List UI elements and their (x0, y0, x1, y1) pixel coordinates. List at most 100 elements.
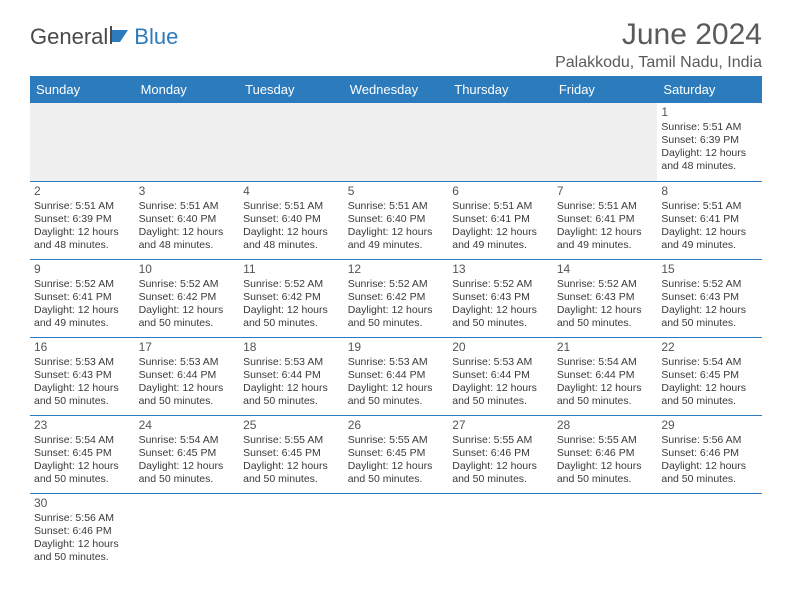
calendar-week: 23Sunrise: 5:54 AMSunset: 6:45 PMDayligh… (30, 415, 762, 493)
day-number: 21 (557, 340, 654, 355)
calendar-cell: 13Sunrise: 5:52 AMSunset: 6:43 PMDayligh… (448, 259, 553, 337)
day-daylight2: and 50 minutes. (348, 473, 445, 486)
calendar-cell: 15Sunrise: 5:52 AMSunset: 6:43 PMDayligh… (657, 259, 762, 337)
day-daylight1: Daylight: 12 hours (348, 460, 445, 473)
day-daylight2: and 49 minutes. (348, 239, 445, 252)
day-daylight2: and 48 minutes. (243, 239, 340, 252)
calendar-cell (344, 493, 449, 571)
dayname-row: Sunday Monday Tuesday Wednesday Thursday… (30, 76, 762, 103)
day-sunrise: Sunrise: 5:53 AM (243, 356, 340, 369)
day-daylight2: and 50 minutes. (452, 395, 549, 408)
day-daylight2: and 50 minutes. (557, 395, 654, 408)
calendar-cell: 22Sunrise: 5:54 AMSunset: 6:45 PMDayligh… (657, 337, 762, 415)
day-daylight2: and 50 minutes. (34, 395, 131, 408)
day-number: 10 (139, 262, 236, 277)
day-daylight2: and 50 minutes. (139, 473, 236, 486)
calendar-cell (448, 493, 553, 571)
logo-text-blue: Blue (134, 24, 178, 50)
calendar-cell: 30Sunrise: 5:56 AMSunset: 6:46 PMDayligh… (30, 493, 135, 571)
day-sunrise: Sunrise: 5:51 AM (661, 121, 758, 134)
day-sunrise: Sunrise: 5:52 AM (661, 278, 758, 291)
day-daylight1: Daylight: 12 hours (243, 382, 340, 395)
day-daylight2: and 49 minutes. (452, 239, 549, 252)
day-sunset: Sunset: 6:43 PM (557, 291, 654, 304)
day-sunrise: Sunrise: 5:56 AM (34, 512, 131, 525)
calendar-cell: 2Sunrise: 5:51 AMSunset: 6:39 PMDaylight… (30, 181, 135, 259)
day-daylight2: and 50 minutes. (557, 317, 654, 330)
day-daylight1: Daylight: 12 hours (34, 226, 131, 239)
day-sunrise: Sunrise: 5:54 AM (661, 356, 758, 369)
day-daylight2: and 50 minutes. (348, 317, 445, 330)
calendar-cell: 20Sunrise: 5:53 AMSunset: 6:44 PMDayligh… (448, 337, 553, 415)
day-number: 30 (34, 496, 131, 511)
day-sunset: Sunset: 6:46 PM (34, 525, 131, 538)
day-daylight1: Daylight: 12 hours (34, 538, 131, 551)
day-sunrise: Sunrise: 5:53 AM (34, 356, 131, 369)
dayname-thursday: Thursday (448, 76, 553, 103)
title-block: June 2024 Palakkodu, Tamil Nadu, India (555, 18, 762, 72)
day-daylight2: and 48 minutes. (34, 239, 131, 252)
calendar-cell (448, 103, 553, 181)
day-daylight2: and 49 minutes. (34, 317, 131, 330)
day-sunrise: Sunrise: 5:55 AM (243, 434, 340, 447)
day-daylight2: and 50 minutes. (452, 317, 549, 330)
day-sunrise: Sunrise: 5:56 AM (661, 434, 758, 447)
day-sunrise: Sunrise: 5:52 AM (34, 278, 131, 291)
day-number: 3 (139, 184, 236, 199)
calendar-cell: 26Sunrise: 5:55 AMSunset: 6:45 PMDayligh… (344, 415, 449, 493)
day-daylight1: Daylight: 12 hours (452, 460, 549, 473)
calendar-cell: 3Sunrise: 5:51 AMSunset: 6:40 PMDaylight… (135, 181, 240, 259)
day-daylight2: and 48 minutes. (661, 160, 758, 173)
day-sunset: Sunset: 6:39 PM (661, 134, 758, 147)
day-sunrise: Sunrise: 5:54 AM (557, 356, 654, 369)
day-number: 16 (34, 340, 131, 355)
day-daylight1: Daylight: 12 hours (661, 226, 758, 239)
day-daylight2: and 50 minutes. (452, 473, 549, 486)
header: General Blue June 2024 Palakkodu, Tamil … (30, 18, 762, 72)
day-daylight1: Daylight: 12 hours (139, 226, 236, 239)
day-daylight1: Daylight: 12 hours (34, 304, 131, 317)
day-sunset: Sunset: 6:45 PM (661, 369, 758, 382)
dayname-friday: Friday (553, 76, 658, 103)
day-daylight2: and 50 minutes. (661, 395, 758, 408)
day-daylight2: and 50 minutes. (348, 395, 445, 408)
dayname-monday: Monday (135, 76, 240, 103)
day-number: 20 (452, 340, 549, 355)
calendar-cell: 14Sunrise: 5:52 AMSunset: 6:43 PMDayligh… (553, 259, 658, 337)
day-sunset: Sunset: 6:45 PM (348, 447, 445, 460)
calendar-cell: 11Sunrise: 5:52 AMSunset: 6:42 PMDayligh… (239, 259, 344, 337)
dayname-wednesday: Wednesday (344, 76, 449, 103)
day-sunset: Sunset: 6:44 PM (139, 369, 236, 382)
day-daylight2: and 50 minutes. (243, 317, 340, 330)
day-number: 17 (139, 340, 236, 355)
day-sunrise: Sunrise: 5:53 AM (348, 356, 445, 369)
calendar-cell: 21Sunrise: 5:54 AMSunset: 6:44 PMDayligh… (553, 337, 658, 415)
day-daylight1: Daylight: 12 hours (661, 304, 758, 317)
day-number: 7 (557, 184, 654, 199)
flag-icon (110, 26, 132, 49)
day-sunset: Sunset: 6:41 PM (661, 213, 758, 226)
day-sunset: Sunset: 6:44 PM (557, 369, 654, 382)
day-number: 4 (243, 184, 340, 199)
day-daylight2: and 50 minutes. (34, 473, 131, 486)
day-sunrise: Sunrise: 5:51 AM (34, 200, 131, 213)
day-daylight1: Daylight: 12 hours (661, 147, 758, 160)
day-sunset: Sunset: 6:40 PM (139, 213, 236, 226)
day-daylight2: and 50 minutes. (661, 473, 758, 486)
day-daylight1: Daylight: 12 hours (557, 382, 654, 395)
day-number: 5 (348, 184, 445, 199)
calendar-cell (553, 103, 658, 181)
day-sunset: Sunset: 6:42 PM (348, 291, 445, 304)
day-daylight2: and 49 minutes. (557, 239, 654, 252)
day-number: 12 (348, 262, 445, 277)
calendar-cell (30, 103, 135, 181)
day-sunset: Sunset: 6:42 PM (139, 291, 236, 304)
day-number: 27 (452, 418, 549, 433)
day-daylight1: Daylight: 12 hours (139, 382, 236, 395)
calendar-cell: 9Sunrise: 5:52 AMSunset: 6:41 PMDaylight… (30, 259, 135, 337)
day-sunset: Sunset: 6:41 PM (557, 213, 654, 226)
logo-text-general: General (30, 24, 108, 50)
dayname-sunday: Sunday (30, 76, 135, 103)
day-sunset: Sunset: 6:44 PM (243, 369, 340, 382)
day-number: 23 (34, 418, 131, 433)
